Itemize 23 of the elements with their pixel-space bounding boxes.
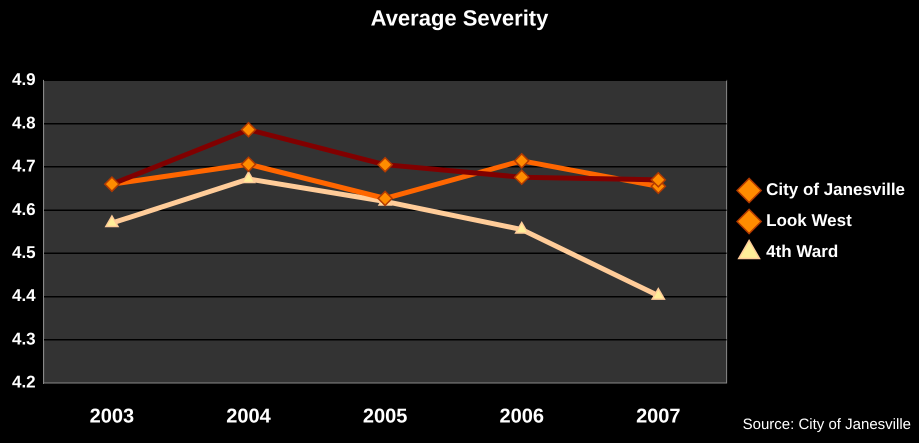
y-tick-label: 4.7 — [12, 156, 36, 176]
y-tick-label: 4.4 — [12, 286, 36, 306]
x-tick-label: 2007 — [636, 406, 681, 428]
y-tick-label: 4.3 — [12, 329, 36, 348]
point — [514, 153, 530, 169]
y-tick-label: 4.8 — [12, 113, 36, 132]
y-tick-label: 4.6 — [12, 200, 36, 219]
point — [240, 156, 256, 172]
x-tick-label: 2005 — [362, 406, 408, 428]
x-tick-label: 2004 — [226, 406, 272, 428]
y-tick-label: 4.9 — [12, 70, 36, 90]
y-tick-label: 4.5 — [12, 243, 36, 262]
y-tick-label: 4.2 — [12, 372, 36, 392]
point — [652, 288, 666, 300]
legend-label: Look West — [766, 211, 852, 230]
x-tick-label: 2003 — [90, 406, 134, 428]
point — [242, 171, 256, 184]
chart-title: Average Severity — [370, 5, 550, 30]
source-note: Source: City of Janesville — [742, 416, 911, 433]
legend-label: City of Janesville — [766, 180, 905, 200]
legend-label: 4th Ward — [766, 242, 838, 262]
x-tick-label: 2006 — [499, 406, 544, 428]
point — [105, 215, 119, 228]
